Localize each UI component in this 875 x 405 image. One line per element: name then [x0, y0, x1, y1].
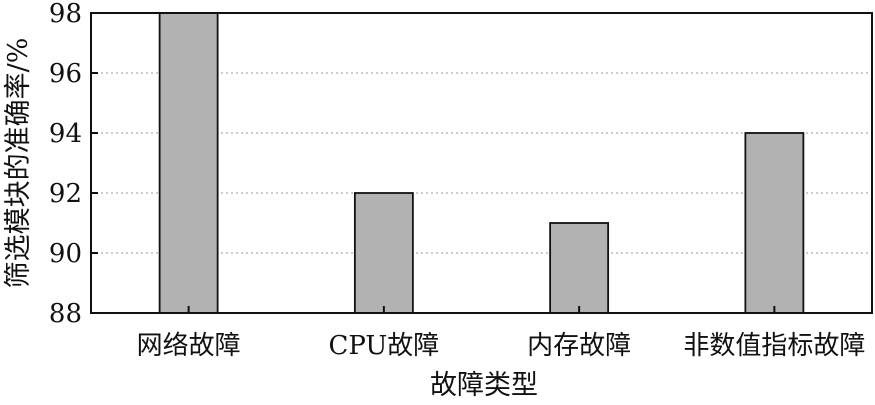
y-tick-label: 90 — [49, 239, 82, 269]
x-tick-label: CPU故障 — [328, 331, 439, 361]
x-tick-label: 网络故障 — [137, 331, 241, 361]
y-tick-label: 88 — [49, 299, 82, 329]
y-axis-title: 筛选模块的准确率/% — [3, 38, 34, 289]
bar — [353, 192, 414, 314]
y-axis-ticks: 88 90 92 94 96 98 — [49, 0, 98, 329]
x-tick-label: 非数值指标故障 — [683, 331, 865, 361]
bar — [549, 222, 610, 314]
plot-frame — [90, 12, 873, 314]
bars — [158, 12, 805, 314]
y-tick-label: 92 — [49, 179, 82, 209]
bar — [158, 12, 219, 314]
grid-lines — [91, 72, 872, 254]
x-axis-title: 故障类型 — [430, 370, 538, 401]
x-axis-ticks: 网络故障 CPU故障 内存故障 非数值指标故障 — [137, 306, 865, 361]
y-tick-label: 96 — [49, 59, 82, 89]
x-tick-label: 内存故障 — [527, 331, 631, 361]
bar — [744, 132, 805, 314]
y-tick-label: 94 — [49, 119, 82, 149]
y-tick-label: 98 — [49, 0, 82, 29]
